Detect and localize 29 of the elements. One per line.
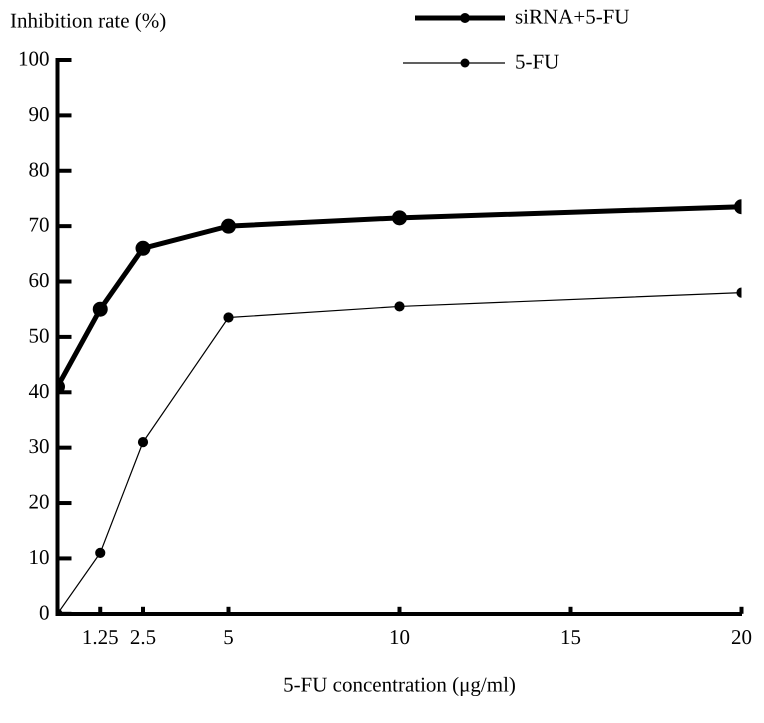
y-tick-label: 80 bbox=[28, 157, 50, 182]
point bbox=[392, 210, 407, 226]
legend-label: 5-FU bbox=[515, 50, 560, 74]
y-tick-label: 50 bbox=[28, 323, 50, 348]
legend-label: siRNA+5-FU bbox=[515, 4, 630, 29]
y-tick-label: 90 bbox=[28, 102, 50, 126]
x-tick-label: 1.25 bbox=[82, 624, 119, 649]
y-tick-label: 0 bbox=[39, 600, 50, 624]
x-tick-label: 15 bbox=[560, 624, 581, 649]
x-axis-title: 5-FU concentration (μg/ml) bbox=[283, 672, 516, 696]
point bbox=[95, 548, 106, 558]
y-axis-title: Inhibition rate (%) bbox=[10, 8, 166, 33]
point bbox=[138, 437, 148, 448]
y-tick-label: 60 bbox=[28, 268, 50, 292]
y-tick-label: 10 bbox=[28, 544, 50, 569]
point bbox=[394, 301, 405, 312]
x-tick-label: 2.5 bbox=[130, 624, 156, 649]
y-tick-label: 40 bbox=[28, 378, 50, 403]
x-tick-label: 10 bbox=[389, 624, 410, 649]
y-tick-label: 100 bbox=[18, 46, 50, 71]
point bbox=[92, 302, 108, 317]
x-tick-label: 20 bbox=[731, 624, 752, 649]
point bbox=[136, 240, 150, 256]
x-tick-label: 5 bbox=[223, 624, 234, 649]
y-tick-label: 70 bbox=[28, 212, 50, 237]
y-tick-label: 20 bbox=[28, 490, 50, 514]
point bbox=[223, 312, 234, 323]
point bbox=[221, 218, 236, 234]
y-tick-label: 30 bbox=[28, 434, 50, 458]
